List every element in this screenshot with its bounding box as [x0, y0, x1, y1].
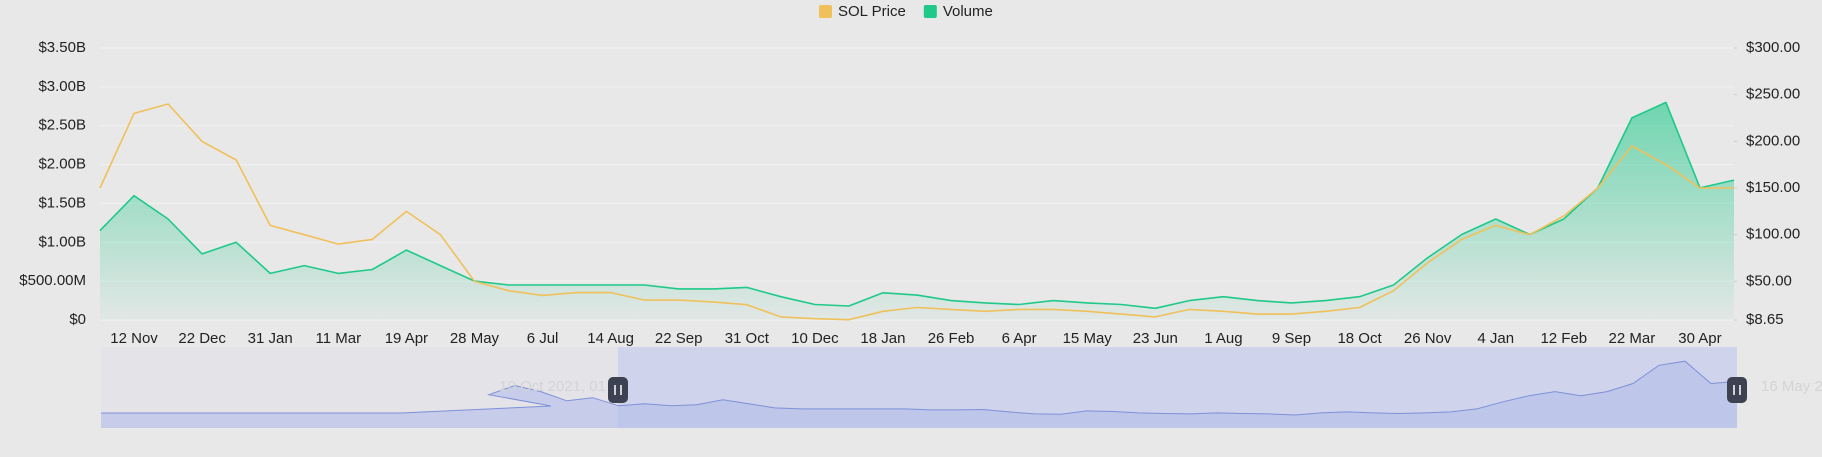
x-tick-label: 28 May [450, 330, 500, 347]
x-tick-label: 18 Jan [860, 330, 905, 347]
x-tick-label: 26 Feb [928, 330, 975, 347]
y-tick-label: $2.00B [38, 156, 86, 173]
x-tick-label: 15 May [1063, 330, 1113, 347]
legend-label: Volume [943, 3, 993, 20]
y-tick-label: $500.00M [19, 272, 86, 289]
x-tick-label: 12 Nov [110, 330, 158, 347]
volume-area [100, 102, 1734, 321]
x-tick-label: 22 Mar [1609, 330, 1656, 347]
y2-tick-label: $200.00 [1746, 132, 1800, 149]
y-tick-label: $3.50B [38, 39, 86, 56]
y2-tick-label: $100.00 [1746, 226, 1800, 243]
x-tick-label: 1 Aug [1204, 330, 1242, 347]
x-tick-label: 6 Apr [1002, 330, 1037, 347]
series-line [99, 103, 1734, 321]
x-tick-label: 31 Oct [725, 330, 770, 347]
x-tick-label: 22 Sep [655, 330, 703, 347]
y2-tick-label: $50.00 [1746, 272, 1792, 289]
x-tick-label: 30 Apr [1678, 330, 1721, 347]
x-tick-label: 31 Jan [248, 330, 293, 347]
x-tick-label: 11 Mar [316, 330, 362, 347]
legend-label: SOL Price [838, 3, 906, 20]
slider-label: 16 May 2 [1761, 378, 1822, 395]
x-tick-label: 22 Dec [178, 330, 226, 347]
slider-handle[interactable] [608, 377, 628, 403]
slider-label: 10 Oct 2021, 01 [499, 378, 606, 395]
x-tick-label: 19 Apr [385, 330, 428, 347]
x-tick-label: 4 Jan [1477, 330, 1514, 347]
x-tick-label: 23 Jun [1133, 330, 1178, 347]
y2-tick-label: $8.65 [1746, 311, 1784, 328]
slider-handle[interactable] [1727, 377, 1747, 403]
slider-area [101, 361, 1737, 428]
legend-swatch [819, 5, 832, 18]
x-tick-label: 14 Aug [587, 330, 634, 347]
slider-line [101, 360, 1738, 416]
x-tick-label: 18 Oct [1337, 330, 1382, 347]
y-tick-label: $1.00B [38, 233, 86, 250]
x-tick-label: 9 Sep [1272, 330, 1311, 347]
y-tick-label: $3.00B [38, 78, 86, 95]
y-tick-label: $0 [69, 311, 86, 328]
y-tick-label: $1.50B [38, 194, 86, 211]
x-tick-label: 12 Feb [1540, 330, 1587, 347]
x-tick-label: 26 Nov [1404, 330, 1452, 347]
series-line [99, 101, 1735, 310]
y2-tick-label: $300.00 [1746, 39, 1800, 56]
y2-tick-label: $150.00 [1746, 179, 1800, 196]
x-tick-label: 6 Jul [527, 330, 559, 347]
y2-tick-label: $250.00 [1746, 86, 1800, 103]
legend-swatch [923, 5, 937, 18]
x-tick-label: 10 Dec [791, 330, 839, 347]
y-tick-label: $2.50B [38, 117, 86, 134]
